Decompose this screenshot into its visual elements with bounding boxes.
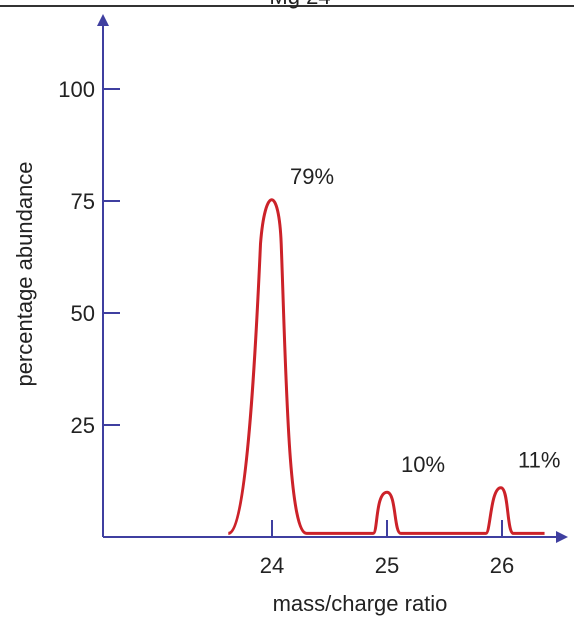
- y-axis-label: percentage abundance: [12, 161, 37, 386]
- y-tick-label: 25: [71, 413, 95, 438]
- chart-title: Mg 24: [269, 0, 330, 9]
- x-axis-label: mass/charge ratio: [273, 591, 448, 616]
- x-tick-label: 25: [375, 553, 399, 578]
- x-ticks: 24 25 26: [260, 520, 514, 578]
- y-tick-label: 100: [58, 77, 95, 102]
- x-tick-label: 24: [260, 553, 284, 578]
- y-axis-arrowhead: [97, 14, 109, 26]
- x-axis-arrowhead: [556, 531, 568, 543]
- y-tick-label: 75: [71, 189, 95, 214]
- peak-label: 10%: [401, 452, 445, 477]
- axes: [97, 14, 568, 543]
- spectrum-line: [227, 198, 545, 535]
- peak-label: 11%: [518, 448, 560, 473]
- x-tick-label: 26: [490, 553, 514, 578]
- y-tick-label: 50: [71, 301, 95, 326]
- peak-label: 79%: [290, 164, 334, 189]
- peak-labels: 79% 10% 11%: [290, 164, 560, 477]
- y-ticks: 25 50 75 100: [58, 77, 120, 438]
